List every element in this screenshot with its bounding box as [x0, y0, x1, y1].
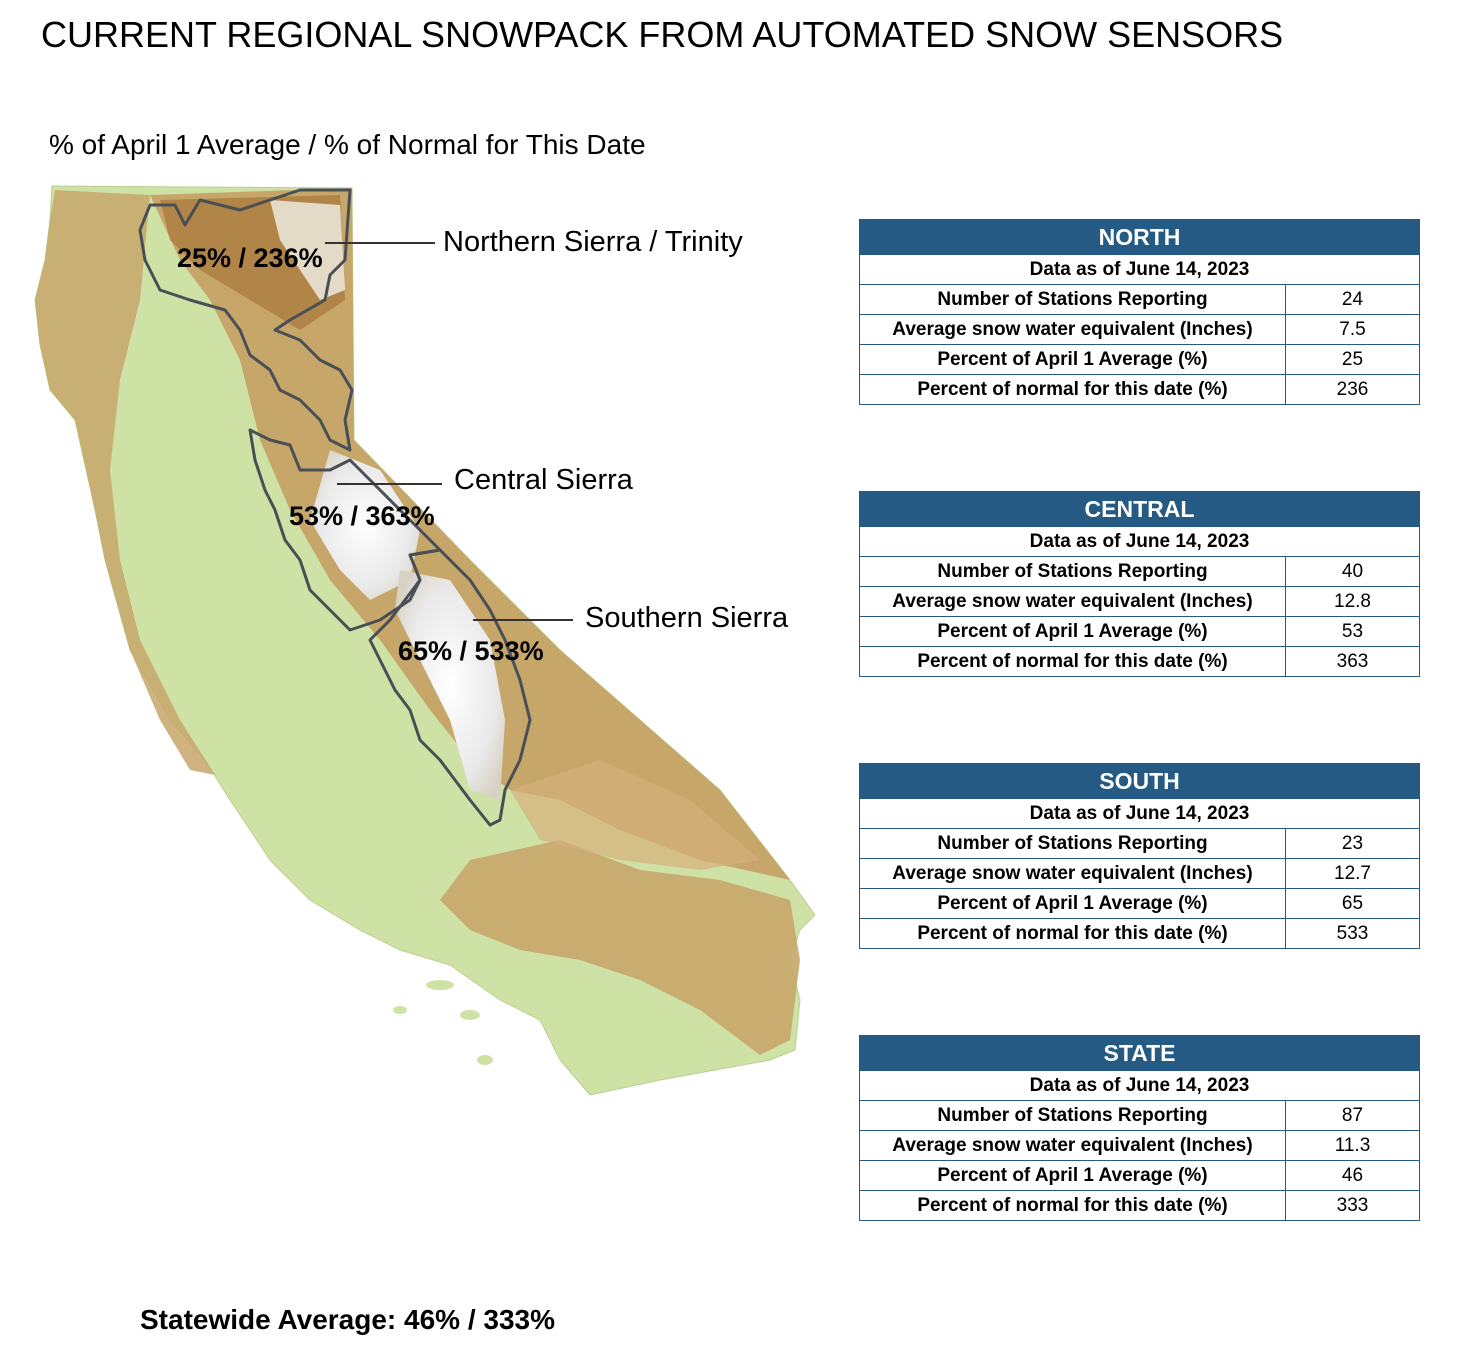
leader-line-northern-sierra-trinity — [325, 242, 435, 244]
table-header: NORTH — [859, 219, 1420, 255]
value-swe: 11.3 — [1285, 1130, 1420, 1161]
value-normal: 533 — [1285, 918, 1420, 949]
region-name-southern-sierra: Southern Sierra — [585, 602, 789, 634]
table-row: Number of Stations Reporting 24 — [859, 284, 1420, 315]
value-april1: 25 — [1285, 344, 1420, 375]
value-april1: 53 — [1285, 616, 1420, 647]
leader-line-central-sierra — [337, 483, 442, 485]
region-percent-central-sierra: 53% / 363% — [289, 501, 435, 531]
row-label-stations: Number of Stations Reporting — [859, 284, 1286, 315]
row-label-april1: Percent of April 1 Average (%) — [859, 1160, 1286, 1191]
value-swe: 7.5 — [1285, 314, 1420, 345]
channel-island — [426, 980, 454, 990]
row-label-normal: Percent of normal for this date (%) — [859, 646, 1286, 677]
region-outline-northern-sierra-trinity — [138, 188, 354, 452]
row-label-april1: Percent of April 1 Average (%) — [859, 616, 1286, 647]
map-subtitle: % of April 1 Average / % of Normal for T… — [49, 129, 646, 160]
statewide-average: Statewide Average: 46% / 333% — [140, 1304, 556, 1335]
table-row: Average snow water equivalent (Inches) 12… — [859, 858, 1420, 889]
channel-island — [460, 1010, 480, 1020]
row-label-normal: Percent of normal for this date (%) — [859, 374, 1286, 405]
value-april1: 65 — [1285, 888, 1420, 919]
mojave — [510, 760, 760, 870]
sierra-range — [150, 188, 790, 880]
value-april1: 46 — [1285, 1160, 1420, 1191]
south-data-table: SOUTH Data as of June 14, 2023 Number of… — [859, 763, 1420, 949]
snow-south — [395, 570, 505, 800]
region-outline-southern-sierra — [368, 548, 532, 827]
table-row: Percent of April 1 Average (%) 65 — [859, 888, 1420, 919]
table-row: Percent of April 1 Average (%) 53 — [859, 616, 1420, 647]
data-date: Data as of June 14, 2023 — [859, 1070, 1420, 1101]
row-label-stations: Number of Stations Reporting — [859, 556, 1286, 587]
region-outline-central-sierra — [248, 428, 442, 632]
region-name-northern-sierra-trinity: Northern Sierra / Trinity — [443, 226, 743, 258]
table-row: Number of Stations Reporting 87 — [859, 1100, 1420, 1131]
row-label-stations: Number of Stations Reporting — [859, 1100, 1286, 1131]
table-header: CENTRAL — [859, 491, 1420, 527]
data-date: Data as of June 14, 2023 — [859, 526, 1420, 557]
channel-island — [477, 1055, 493, 1065]
table-row: Percent of April 1 Average (%) 46 — [859, 1160, 1420, 1191]
table-row: Percent of normal for this date (%) 236 — [859, 374, 1420, 405]
table-row: Number of Stations Reporting 40 — [859, 556, 1420, 587]
table-row: Average snow water equivalent (Inches) 11… — [859, 1130, 1420, 1161]
value-stations: 24 — [1285, 284, 1420, 315]
value-swe: 12.7 — [1285, 858, 1420, 889]
table-row: Percent of normal for this date (%) 533 — [859, 918, 1420, 949]
row-label-stations: Number of Stations Reporting — [859, 828, 1286, 859]
region-percent-northern-sierra-trinity: 25% / 236% — [177, 243, 323, 273]
table-row: Percent of normal for this date (%) 363 — [859, 646, 1420, 677]
row-label-swe: Average snow water equivalent (Inches) — [859, 314, 1286, 345]
table-row: Percent of normal for this date (%) 333 — [859, 1190, 1420, 1221]
snow-north — [270, 200, 345, 300]
row-label-swe: Average snow water equivalent (Inches) — [859, 586, 1286, 617]
coast-range — [35, 190, 215, 775]
table-row: Average snow water equivalent (Inches) 7.… — [859, 314, 1420, 345]
table-row: Number of Stations Reporting 23 — [859, 828, 1420, 859]
table-header: SOUTH — [859, 763, 1420, 799]
value-stations: 40 — [1285, 556, 1420, 587]
data-date: Data as of June 14, 2023 — [859, 798, 1420, 829]
row-label-april1: Percent of April 1 Average (%) — [859, 344, 1286, 375]
row-label-normal: Percent of normal for this date (%) — [859, 1190, 1286, 1221]
leader-line-southern-sierra — [473, 619, 573, 621]
channel-island — [393, 1006, 407, 1014]
data-date: Data as of June 14, 2023 — [859, 254, 1420, 285]
value-normal: 333 — [1285, 1190, 1420, 1221]
value-stations: 87 — [1285, 1100, 1420, 1131]
snow-central — [310, 450, 420, 600]
region-name-central-sierra: Central Sierra — [454, 464, 633, 496]
southern-ranges — [440, 840, 800, 1055]
table-row: Percent of April 1 Average (%) 25 — [859, 344, 1420, 375]
region-percent-southern-sierra: 65% / 533% — [398, 636, 544, 666]
page-title: CURRENT REGIONAL SNOWPACK FROM AUTOMATED… — [41, 14, 1284, 55]
row-label-normal: Percent of normal for this date (%) — [859, 918, 1286, 949]
value-swe: 12.8 — [1285, 586, 1420, 617]
north-data-table: NORTH Data as of June 14, 2023 Number of… — [859, 219, 1420, 405]
value-normal: 363 — [1285, 646, 1420, 677]
california-relief-map — [34, 185, 816, 1096]
table-row: Average snow water equivalent (Inches) 12… — [859, 586, 1420, 617]
row-label-swe: Average snow water equivalent (Inches) — [859, 858, 1286, 889]
row-label-april1: Percent of April 1 Average (%) — [859, 888, 1286, 919]
value-normal: 236 — [1285, 374, 1420, 405]
value-stations: 23 — [1285, 828, 1420, 859]
state-data-table: STATE Data as of June 14, 2023 Number of… — [859, 1035, 1420, 1221]
row-label-swe: Average snow water equivalent (Inches) — [859, 1130, 1286, 1161]
table-header: STATE — [859, 1035, 1420, 1071]
central-data-table: CENTRAL Data as of June 14, 2023 Number … — [859, 491, 1420, 677]
